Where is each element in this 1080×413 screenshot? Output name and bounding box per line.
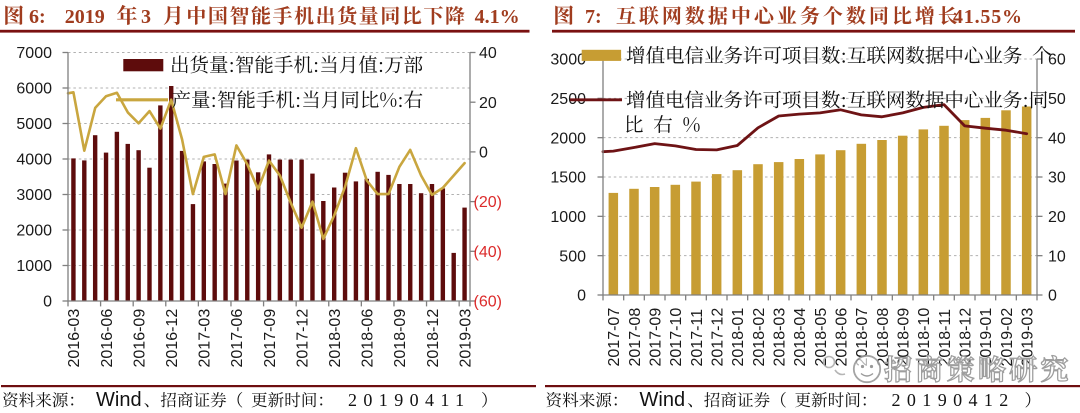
- svg-text:2017-10: 2017-10: [668, 308, 685, 367]
- svg-text:2018-08: 2018-08: [875, 308, 892, 367]
- svg-text:0: 0: [479, 145, 488, 162]
- svg-text:2018-10: 2018-10: [916, 308, 933, 367]
- svg-text:2017-12: 2017-12: [294, 309, 311, 368]
- svg-text:1000: 1000: [16, 258, 52, 275]
- svg-text:2016-12: 2016-12: [164, 309, 181, 368]
- svg-text:Wind: Wind: [640, 389, 686, 411]
- svg-text:2019-02: 2019-02: [999, 308, 1016, 367]
- svg-text:2016-03: 2016-03: [66, 309, 83, 368]
- svg-text:2017-09: 2017-09: [262, 309, 279, 368]
- svg-text:(40): (40): [474, 244, 502, 261]
- svg-text:2018-04: 2018-04: [792, 308, 809, 367]
- svg-text:20190412: 20190412: [892, 390, 1015, 410]
- svg-text:4.1%: 4.1%: [475, 6, 520, 28]
- svg-text:2016-06: 2016-06: [99, 309, 116, 368]
- svg-text:2018-01: 2018-01: [730, 308, 747, 367]
- svg-text:2017-09: 2017-09: [647, 308, 664, 367]
- svg-text:7:: 7:: [585, 6, 602, 28]
- svg-text:1000: 1000: [550, 209, 586, 226]
- svg-text:Wind: Wind: [96, 389, 142, 411]
- svg-text:2018-09: 2018-09: [895, 308, 912, 367]
- svg-text:2017-08: 2017-08: [627, 308, 644, 367]
- svg-text:2000: 2000: [16, 223, 52, 240]
- svg-text:7000: 7000: [16, 45, 52, 62]
- svg-text:(20): (20): [474, 194, 502, 211]
- svg-text:2017-11: 2017-11: [689, 309, 706, 367]
- svg-text:2018-09: 2018-09: [392, 309, 409, 368]
- svg-text:(60): (60): [474, 294, 502, 311]
- svg-text:500: 500: [559, 248, 586, 265]
- svg-text:10: 10: [1048, 248, 1066, 265]
- svg-text:6000: 6000: [16, 81, 52, 98]
- svg-text:0: 0: [1048, 288, 1057, 305]
- svg-text:3000: 3000: [550, 52, 586, 69]
- svg-text:20190411: 20190411: [348, 390, 471, 410]
- svg-text:3000: 3000: [16, 187, 52, 204]
- svg-text:0: 0: [43, 294, 52, 311]
- svg-text:2018-11: 2018-11: [937, 309, 954, 367]
- svg-text:6:: 6:: [29, 6, 46, 28]
- svg-text:2018-12: 2018-12: [957, 308, 974, 367]
- svg-text:20: 20: [1048, 209, 1066, 226]
- svg-text:60: 60: [1048, 52, 1066, 69]
- svg-text:41.55%: 41.55%: [953, 6, 1023, 28]
- svg-text:2017-07: 2017-07: [606, 308, 623, 367]
- svg-text:2500: 2500: [550, 91, 586, 108]
- svg-text:2018-06: 2018-06: [833, 308, 850, 367]
- svg-text:2018-03: 2018-03: [327, 309, 344, 368]
- svg-text:2000: 2000: [550, 130, 586, 147]
- svg-text:2019-03: 2019-03: [457, 309, 474, 368]
- svg-text:2017-06: 2017-06: [229, 309, 246, 368]
- svg-text:20: 20: [479, 95, 497, 112]
- svg-text:40: 40: [479, 45, 497, 62]
- svg-text:2018-05: 2018-05: [813, 308, 830, 367]
- svg-text:2018-12: 2018-12: [425, 309, 442, 368]
- svg-text:5000: 5000: [16, 116, 52, 133]
- svg-text:2018-02: 2018-02: [751, 308, 768, 367]
- svg-text:2019-01: 2019-01: [978, 308, 995, 367]
- svg-text:30: 30: [1048, 170, 1066, 187]
- svg-text:2019-03: 2019-03: [1019, 308, 1036, 367]
- svg-text:2018-03: 2018-03: [771, 308, 788, 367]
- svg-text:2019: 2019: [65, 6, 105, 28]
- svg-text:1500: 1500: [550, 170, 586, 187]
- svg-text:2018-07: 2018-07: [854, 308, 871, 367]
- svg-text:2017-12: 2017-12: [709, 308, 726, 367]
- svg-text:4000: 4000: [16, 152, 52, 169]
- svg-text:0: 0: [577, 288, 586, 305]
- svg-text:2018-06: 2018-06: [360, 309, 377, 368]
- svg-text:40: 40: [1048, 130, 1066, 147]
- svg-text:50: 50: [1048, 91, 1066, 108]
- svg-text:3: 3: [141, 6, 151, 28]
- svg-text:2017-03: 2017-03: [197, 309, 214, 368]
- svg-text:2016-09: 2016-09: [131, 309, 148, 368]
